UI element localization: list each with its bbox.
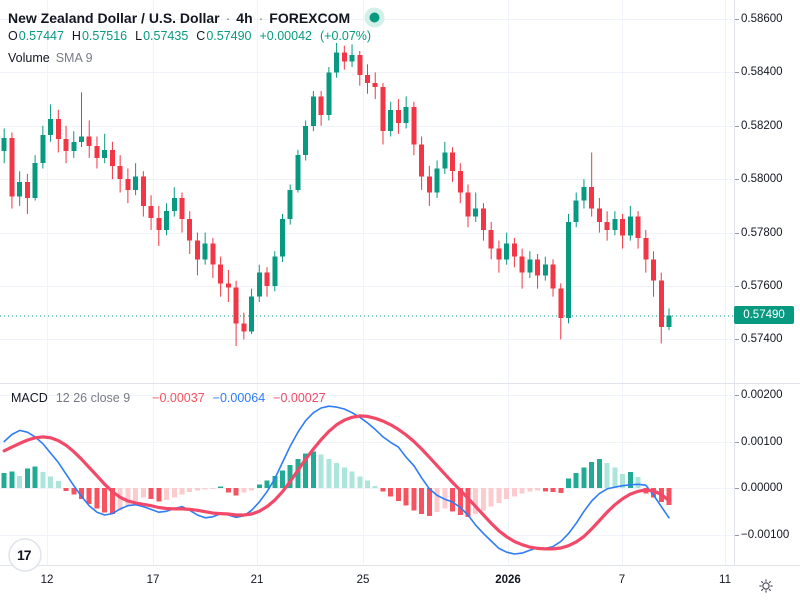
macd-histogram-value: −0.00037 — [152, 391, 205, 405]
price-axis[interactable] — [734, 0, 800, 384]
change-value: +0.00042 — [259, 29, 312, 43]
macd-params: 12 26 close 9 — [55, 391, 131, 405]
last-price-tag: 0.57490 — [734, 306, 794, 325]
low-label: L — [135, 29, 143, 43]
svg-text:17: 17 — [17, 547, 32, 563]
high-label: H — [71, 29, 81, 43]
time-axis-tick: 25 — [356, 574, 370, 586]
high-value: 0.57516 — [81, 29, 128, 43]
price-axis-tick: 0.57600 — [741, 279, 783, 292]
volume-params: SMA 9 — [55, 51, 93, 65]
market-status-icon — [364, 7, 385, 28]
symbol-name: New Zealand Dollar / U.S. Dollar — [8, 9, 220, 26]
open-value: 0.57447 — [18, 29, 64, 43]
close-label: C — [196, 29, 206, 43]
ohlc-readout: O 0.57447 H 0.57516 L 0.57435 C 0.57490 +0.0… — [8, 29, 371, 43]
exchange-label: FOREXCOM — [269, 9, 351, 26]
time-axis-tick: 7 — [618, 574, 626, 586]
price-axis-tick: 0.58200 — [741, 119, 783, 132]
title-separator: · — [258, 9, 264, 26]
interval-label: 4h — [236, 9, 253, 26]
macd-axis-tick: 0.00200 — [741, 389, 783, 402]
price-axis-tick: 0.57400 — [741, 333, 783, 346]
macd-legend[interactable]: MACD 12 26 close 9 −0.00037 −0.00064 −0.… — [11, 391, 326, 405]
macd-axis-tick: 0.00000 — [741, 482, 783, 494]
macd-line-value: −0.00064 — [212, 391, 266, 405]
tradingview-logo[interactable]: 17 — [8, 538, 42, 572]
macd-signal-value: −0.00027 — [273, 391, 326, 405]
time-axis-tick: 12 — [40, 574, 54, 586]
close-value: 0.57490 — [206, 29, 252, 43]
title-separator: · — [225, 9, 231, 26]
axis-settings-gear-icon[interactable] — [757, 577, 775, 595]
price-axis-tick: 0.58000 — [741, 173, 783, 186]
price-axis-tick: 0.57800 — [741, 226, 783, 239]
volume-legend[interactable]: Volume SMA 9 — [8, 51, 93, 65]
macd-axis-tick: −0.00100 — [741, 528, 790, 541]
symbol-title[interactable]: New Zealand Dollar / U.S. Dollar · 4h · … — [8, 7, 385, 28]
price-axis-tick: 0.58600 — [741, 12, 783, 25]
open-label: O — [8, 29, 18, 43]
time-axis-tick: 21 — [250, 574, 264, 586]
time-axis-tick: 11 — [719, 574, 731, 586]
time-axis-tick: 2026 — [495, 574, 521, 586]
low-value: 0.57435 — [143, 29, 189, 43]
price-axis-tick: 0.58400 — [741, 66, 783, 79]
time-axis-tick: 17 — [146, 574, 160, 586]
change-percent: (+0.07%) — [319, 29, 372, 43]
volume-label: Volume — [8, 51, 50, 65]
macd-label: MACD — [11, 391, 48, 405]
macd-axis-tick: 0.00100 — [741, 435, 783, 448]
